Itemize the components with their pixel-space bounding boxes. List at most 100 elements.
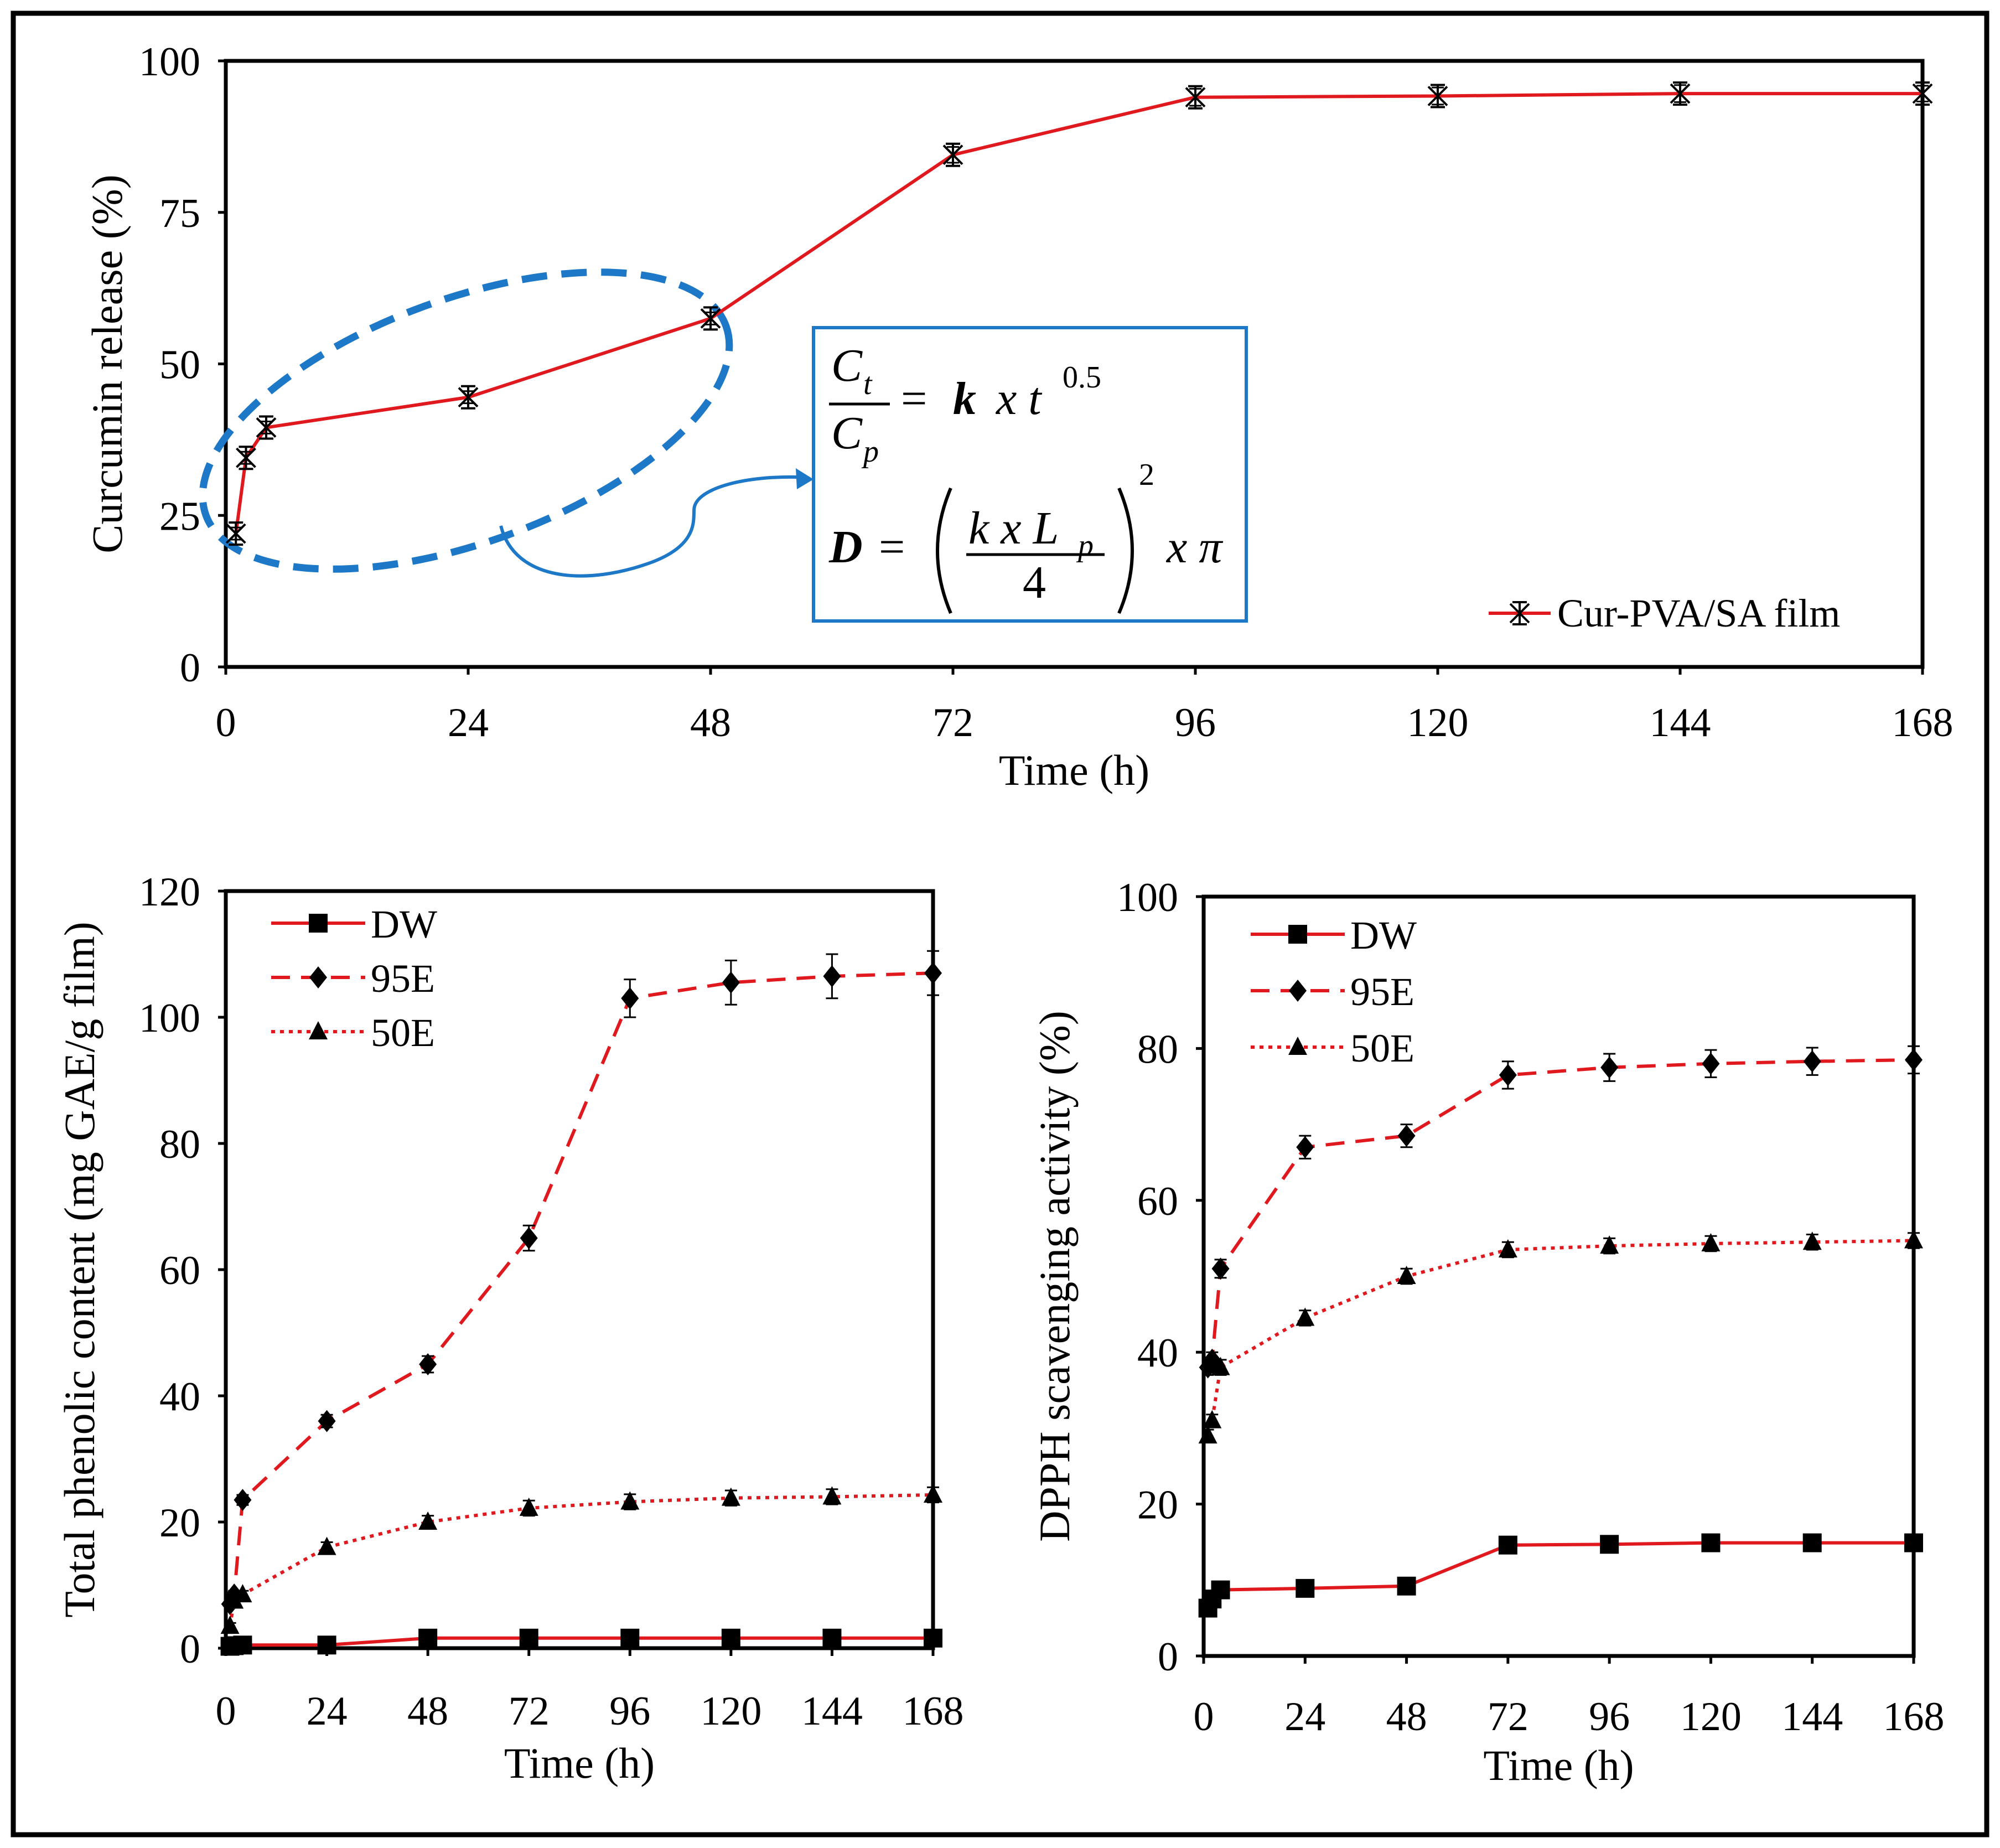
- data-point-95E: [1702, 1052, 1720, 1075]
- chart2-legend: DW 95E 50E: [271, 902, 437, 1055]
- data-point-50E: [225, 1590, 244, 1609]
- chart1-ytick-label: 0: [180, 645, 200, 691]
- data-point-DW: [924, 1628, 942, 1648]
- data-point-50E: [1600, 1235, 1619, 1254]
- data-point-Cur-PVA/SA film: [942, 142, 963, 167]
- chart3-xtick-label: 168: [1883, 1694, 1945, 1740]
- chart3-ytick-label: 60: [1137, 1179, 1178, 1224]
- chart2-ytick-label: 120: [139, 869, 200, 915]
- chart1-xtick-label: 72: [932, 700, 973, 746]
- eq1-den-sub: p: [861, 434, 879, 469]
- legend-label-50E: 50E: [1350, 1026, 1414, 1070]
- data-point-Cur-PVA/SA film: [700, 306, 721, 331]
- chart3-xtick-label: 24: [1284, 1694, 1325, 1740]
- data-point-95E: [1803, 1050, 1821, 1073]
- data-point-95E: [1296, 1136, 1314, 1158]
- data-point-95E: [1600, 1056, 1619, 1079]
- chart2-ytick-label: 60: [159, 1248, 200, 1293]
- chart1-xtick-label: 120: [1407, 700, 1469, 746]
- chart3-ytick-label: 20: [1137, 1483, 1178, 1528]
- eq2-left-paren: [936, 487, 952, 614]
- chart1-xtick-label: 0: [216, 700, 236, 746]
- chart3-y-axis-label: DPPH scavenging activity (%): [1030, 1011, 1079, 1542]
- annotation-arrow-head: [796, 468, 814, 489]
- legend-label-50E: 50E: [371, 1011, 435, 1055]
- figure-border: [11, 11, 1989, 1837]
- data-point-95E: [1499, 1064, 1517, 1086]
- chart1-series-layer: [225, 81, 1933, 546]
- chart2-plot-frame: [224, 889, 935, 1650]
- chart2-series-layer: [220, 950, 942, 1656]
- chart2-ytick-label: 80: [159, 1122, 200, 1167]
- data-point-95E: [419, 1353, 437, 1375]
- chart1-ytick-label: 50: [159, 343, 200, 388]
- series-line-50E: [228, 1493, 934, 1627]
- legend-label-95E: 95E: [371, 956, 435, 1001]
- data-point-Cur-PVA/SA film: [1670, 81, 1691, 106]
- chart3-plot-frame: [1201, 894, 1916, 1658]
- eq1-exponent: 0.5: [1063, 360, 1101, 395]
- chart3-xtick-label: 120: [1680, 1694, 1742, 1740]
- annotation-arrow-curve: [499, 475, 797, 578]
- chart3-ytick-label: 0: [1158, 1634, 1178, 1680]
- data-point-50E: [721, 1487, 740, 1506]
- eq1-xt: x t: [995, 373, 1043, 425]
- chart1-legend: Cur-PVA/SA film: [1489, 591, 1840, 635]
- legend-label-95E: 95E: [1350, 970, 1414, 1014]
- data-point-50E: [1198, 1425, 1217, 1444]
- chart1-xtick-label: 48: [690, 700, 731, 746]
- chart3-xtick-label: 48: [1386, 1694, 1427, 1740]
- chart3-xtick-label: 72: [1488, 1694, 1529, 1740]
- data-point-95E: [318, 1410, 336, 1432]
- legend-label-DW: DW: [1350, 913, 1417, 957]
- data-point-DW: [1600, 1535, 1619, 1554]
- data-point-50E: [1203, 1410, 1222, 1428]
- eq2-tail: x π: [1165, 521, 1224, 573]
- eq2-num-sub: p: [1076, 529, 1094, 563]
- data-point-DW: [620, 1628, 640, 1648]
- data-point-95E: [1905, 1048, 1923, 1071]
- chart3-ytick-label: 40: [1137, 1331, 1178, 1376]
- chart2-xtick-label: 72: [509, 1689, 550, 1734]
- chart1-xtick-label: 144: [1650, 700, 1711, 746]
- chart3-xtick-label: 0: [1194, 1694, 1214, 1740]
- data-point-50E: [418, 1511, 438, 1530]
- data-point-Cur-PVA/SA film: [1427, 84, 1448, 108]
- eq1-den: C: [831, 407, 863, 459]
- data-point-95E: [924, 962, 942, 985]
- data-point-Cur-PVA/SA film: [1185, 85, 1206, 110]
- chart3-ytick-label: 100: [1117, 875, 1178, 920]
- eq2-den: 4: [1023, 557, 1046, 608]
- chart2-y-axis-label: Total phenolic content (mg GAE/g film): [55, 922, 103, 1617]
- data-point-50E: [220, 1616, 240, 1634]
- data-point-DW: [1397, 1576, 1416, 1596]
- data-point-Cur-PVA/SA film: [236, 446, 256, 470]
- chart1-ytick-label: 100: [139, 39, 200, 85]
- chart2-ytick-label: 100: [139, 996, 200, 1041]
- eq1-equals: =: [901, 373, 927, 425]
- chart3-xtick-label: 96: [1589, 1694, 1630, 1740]
- series-line-Cur-PVA/SA film: [234, 92, 1923, 534]
- chart3-x-axis-label: Time (h): [1483, 1741, 1634, 1789]
- data-point-95E: [823, 965, 841, 987]
- data-point-50E: [1904, 1230, 1923, 1249]
- data-point-DW: [519, 1628, 538, 1648]
- series-line-95E: [1206, 1058, 1914, 1369]
- data-point-95E: [520, 1227, 538, 1249]
- data-point-DW: [233, 1635, 252, 1655]
- legend-marker-Cur-PVA/SA film: [1509, 601, 1530, 625]
- data-point-50E: [924, 1484, 942, 1503]
- data-point-95E: [722, 971, 740, 994]
- legend-marker-95E: [309, 966, 327, 988]
- data-point-95E: [1397, 1125, 1416, 1147]
- legend-marker-50E: [1288, 1037, 1307, 1055]
- annotation-ellipse: [199, 268, 733, 573]
- chart2-xtick-label: 168: [903, 1689, 964, 1734]
- data-point-Cur-PVA/SA film: [225, 521, 246, 546]
- chart2-xtick-label: 96: [609, 1689, 650, 1734]
- eq1-k: k: [953, 373, 976, 425]
- series-line-DW: [1206, 1541, 1914, 1609]
- chart3-ytick-label: 80: [1137, 1027, 1178, 1072]
